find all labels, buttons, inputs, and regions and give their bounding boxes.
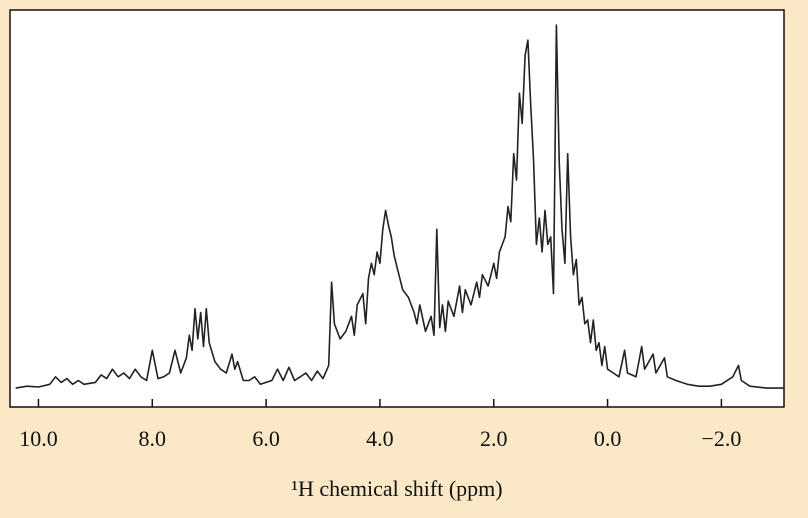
x-tick-label: 0.0 [594,426,622,451]
x-tick-label: 6.0 [252,426,280,451]
spectrum-line [15,24,784,389]
x-tick-label: −2.0 [701,426,741,451]
x-tick-label: 8.0 [139,426,167,451]
x-tick-label: 10.0 [19,426,58,451]
x-tick-label: 2.0 [480,426,508,451]
plot-area [9,9,785,408]
x-tick-label: 4.0 [366,426,394,451]
x-axis-label: ¹H chemical shift (ppm) [291,476,502,501]
